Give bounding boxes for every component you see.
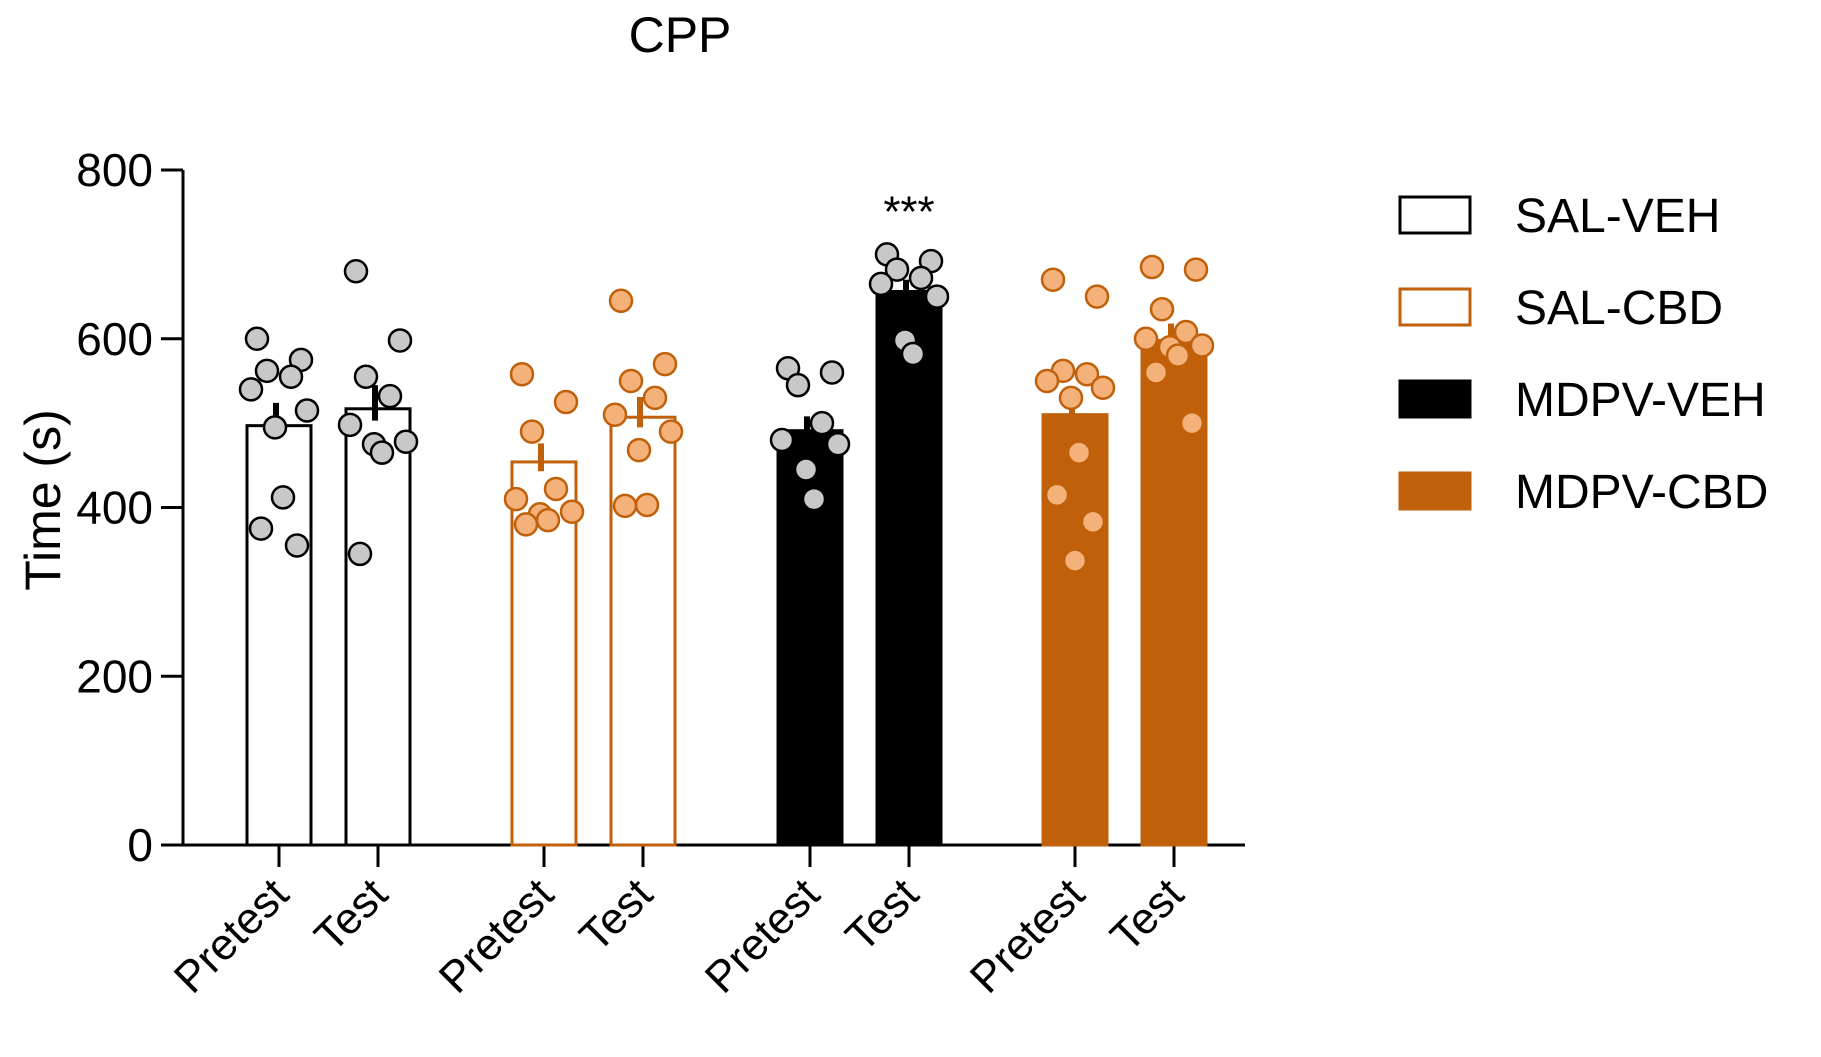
legend-label-sal-cbd: SAL-CBD: [1515, 282, 1723, 335]
data-point: [924, 284, 950, 309]
legend-label-mdpv-veh: MDPV-VEH: [1515, 374, 1766, 427]
data-point: [1034, 368, 1060, 394]
data-point: [634, 492, 660, 518]
data-point: [337, 412, 363, 438]
x-tick-label-pretest: Pretest: [165, 869, 298, 1002]
data-point: [612, 493, 638, 519]
data-point: [1090, 375, 1116, 400]
data-point: [658, 419, 684, 444]
data-point: [535, 507, 561, 533]
data-point: [369, 440, 395, 465]
data-point: [1143, 360, 1169, 385]
data-point: [278, 364, 304, 389]
data-point: [1165, 343, 1191, 368]
data-point: [1139, 254, 1165, 280]
data-point: [1044, 482, 1070, 508]
data-point: [284, 533, 310, 558]
data-point: [1066, 440, 1092, 465]
x-tick-label-test: Test: [305, 869, 397, 961]
data-point: [1040, 267, 1066, 292]
legend-swatch-mdpv-cbd: [1398, 471, 1472, 511]
data-point: [769, 427, 795, 453]
y-tick-label: 600: [76, 313, 153, 365]
data-point: [908, 265, 934, 291]
data-point: [248, 516, 274, 541]
legend-label-mdpv-cbd: MDPV-CBD: [1515, 466, 1768, 519]
y-axis-title: Time (s): [15, 409, 71, 590]
data-point: [1133, 326, 1159, 351]
bar-sal-veh-test: [344, 407, 412, 847]
data-point: [254, 358, 280, 384]
bar-mdpv-cbd-pretest: [1041, 413, 1109, 847]
x-tick-label-pretest: Pretest: [961, 869, 1094, 1002]
data-point: [1149, 296, 1175, 322]
data-point: [1062, 548, 1088, 573]
data-point: [608, 288, 634, 314]
bars-layer: ***: [238, 187, 1215, 847]
chart-title: CPP: [629, 7, 732, 63]
data-point: [1173, 319, 1199, 345]
data-point: [513, 512, 539, 537]
data-point: [1183, 257, 1209, 282]
x-tick-label-test: Test: [836, 869, 928, 961]
x-tick-label-pretest: Pretest: [696, 869, 829, 1002]
data-point: [353, 364, 379, 389]
data-point: [785, 372, 811, 398]
legend: SAL-VEH SAL-CBD MDPV-VEH MDPV-CBD: [1398, 190, 1768, 519]
x-tick-label-test: Test: [570, 869, 662, 961]
x-tick-label-test: Test: [1101, 869, 1193, 961]
data-point: [1058, 385, 1084, 411]
data-point: [884, 257, 910, 282]
data-point: [270, 485, 296, 510]
data-point: [1084, 284, 1110, 309]
data-point: [503, 486, 529, 512]
bar-sal-cbd-test: [609, 415, 677, 847]
data-point: [652, 351, 678, 377]
data-point: [377, 383, 403, 409]
legend-swatch-sal-veh: [1398, 195, 1472, 235]
data-point: [819, 360, 845, 385]
data-point: [509, 361, 535, 387]
data-point: [1179, 410, 1205, 436]
data-point: [602, 402, 628, 427]
data-point: [1080, 509, 1106, 535]
data-point: [393, 429, 419, 454]
data-point: [262, 415, 288, 440]
data-point: [868, 271, 894, 297]
data-point: [244, 326, 270, 351]
legend-label-sal-veh: SAL-VEH: [1515, 190, 1720, 243]
data-point: [642, 385, 668, 411]
data-point: [900, 341, 926, 367]
data-point: [553, 389, 579, 415]
data-point: [347, 541, 373, 567]
data-point: [809, 410, 835, 436]
data-point: [793, 457, 819, 482]
data-point: [1189, 333, 1215, 358]
y-tick-label: 200: [76, 650, 153, 702]
data-point: [343, 259, 369, 284]
legend-swatch-mdpv-veh: [1398, 379, 1472, 419]
data-point: [543, 476, 569, 502]
data-point: [387, 328, 413, 353]
data-point: [825, 431, 851, 457]
legend-swatch-sal-cbd: [1398, 287, 1472, 327]
data-point: [294, 398, 320, 423]
y-tick-label: 0: [127, 819, 153, 871]
significance-label: ***: [883, 187, 934, 236]
data-point: [618, 368, 644, 394]
bar-mdpv-veh-test: [875, 290, 943, 847]
y-tick-label: 400: [76, 482, 153, 534]
data-point: [1074, 361, 1100, 387]
data-point: [626, 437, 652, 463]
data-point: [238, 377, 264, 402]
x-tick-label-pretest: Pretest: [430, 869, 563, 1002]
data-point: [519, 419, 545, 444]
data-point: [801, 486, 827, 512]
bar-sal-veh-pretest: [245, 424, 313, 847]
data-point: [559, 499, 585, 524]
y-tick-label: 800: [76, 144, 153, 196]
